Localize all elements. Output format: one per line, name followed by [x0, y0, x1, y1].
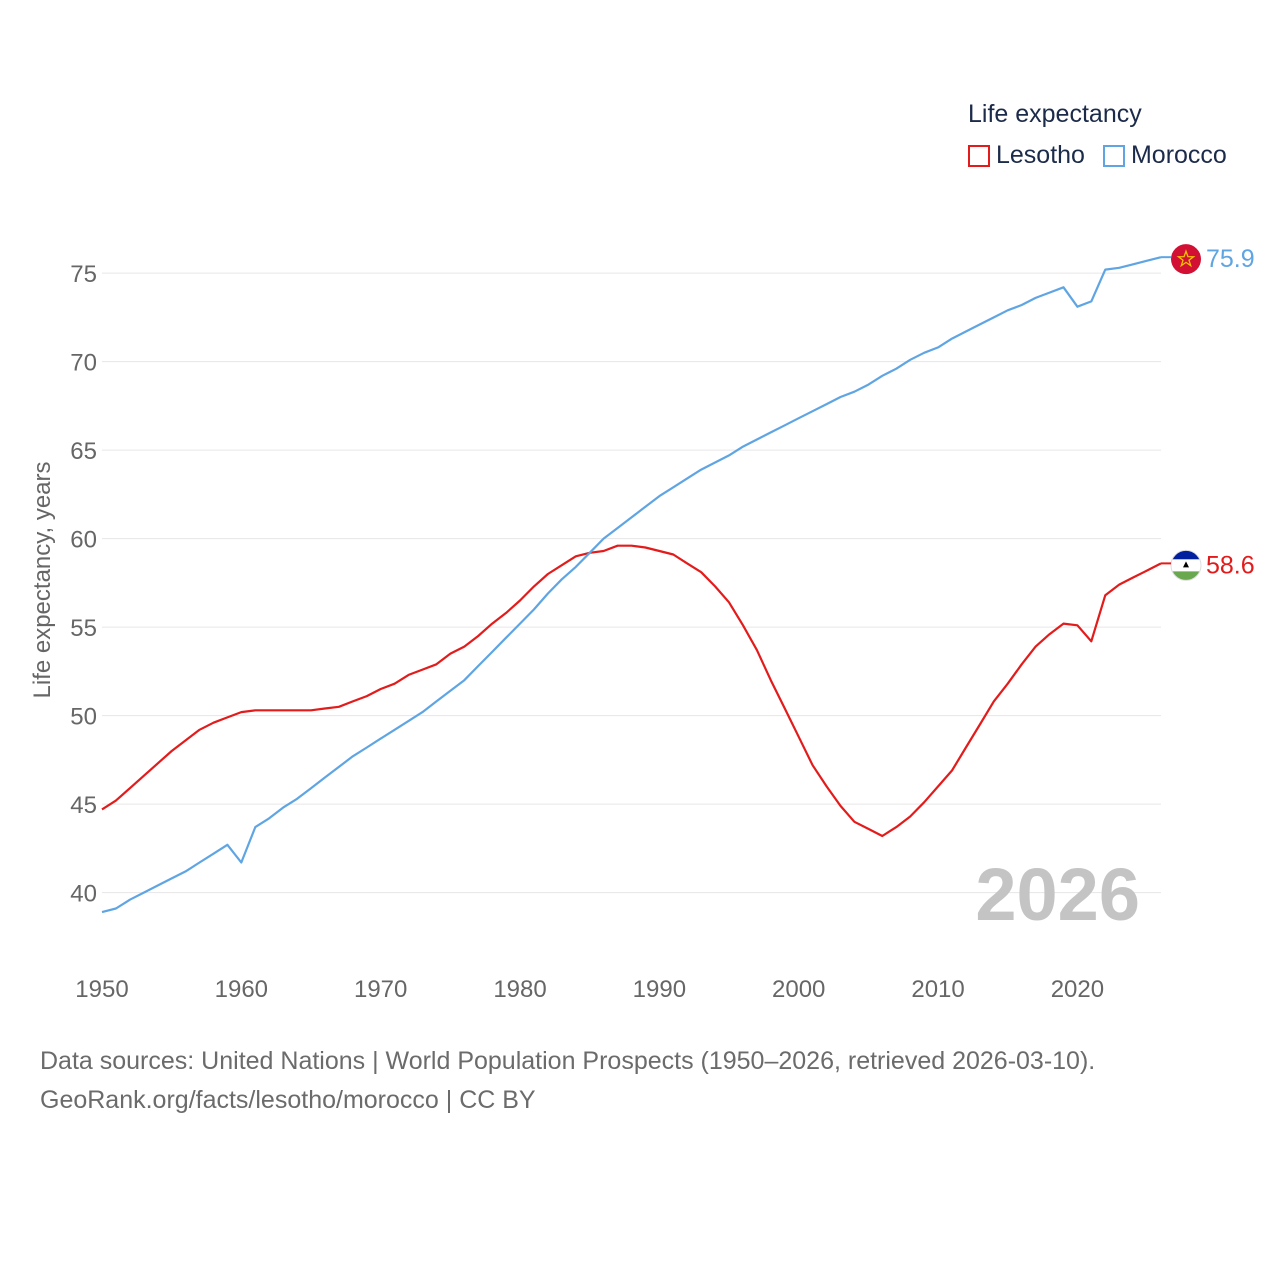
x-tick-label: 1950 [75, 976, 128, 1003]
y-tick-label: 40 [70, 881, 97, 908]
legend-item-morocco[interactable]: Morocco [1102, 141, 1227, 170]
x-tick-label: 1990 [633, 976, 686, 1003]
x-tick-label: 2020 [1051, 976, 1104, 1003]
flag-band-blue [1171, 550, 1201, 560]
x-tick-label: 1960 [215, 976, 268, 1003]
series-line-morocco [101, 256, 1162, 914]
y-tick-label: 70 [70, 350, 97, 377]
flag-star [1176, 249, 1196, 268]
end-label-lesotho: 58.6 [1206, 551, 1255, 579]
legend-swatch-morocco [1102, 144, 1125, 167]
morocco-flag-icon [1171, 244, 1201, 275]
flag-hat [1183, 561, 1189, 568]
x-axis-ticks: 1950 1960 1970 1980 1990 2000 2010 2020 [75, 976, 1104, 1003]
y-tick-label: 65 [70, 438, 97, 465]
flag-markers [1161, 244, 1202, 581]
flag-body [1171, 550, 1201, 581]
x-tick-label: 1980 [493, 976, 546, 1003]
y-tick-label: 55 [70, 615, 97, 642]
footer: Data sources: United Nations | World Pop… [40, 1042, 1095, 1120]
y-axis-label: Life expectancy, years [29, 461, 56, 698]
end-label-morocco: 75.9 [1206, 245, 1255, 273]
legend-label-morocco: Morocco [1130, 141, 1227, 169]
legend-label-lesotho: Lesotho [996, 141, 1085, 169]
legend-swatch-lesotho [968, 144, 990, 167]
lesotho-flag-icon [1170, 549, 1202, 581]
y-tick-label: 60 [70, 527, 97, 554]
legend: Life expectancy Lesotho Morocco [968, 100, 1245, 170]
y-tick-label: 75 [70, 261, 97, 288]
x-tick-label: 2000 [772, 976, 825, 1003]
y-tick-label: 45 [70, 792, 97, 819]
attribution-link[interactable]: GeoRank.org/facts/lesotho/morocco | CC B… [40, 1086, 536, 1114]
series-lines [101, 256, 1162, 914]
end-value-labels: 58.6 75.9 [1206, 245, 1255, 579]
grid-lines [102, 272, 1161, 894]
data-source-text: Data sources: United Nations | World Pop… [40, 1047, 1096, 1075]
flag-band-green [1171, 571, 1201, 581]
x-tick-label: 1970 [354, 976, 407, 1003]
x-tick-label: 2010 [911, 976, 964, 1003]
legend-item-lesotho[interactable]: Lesotho [968, 141, 1085, 170]
flag-field [1171, 244, 1201, 275]
flag-outline [1170, 549, 1202, 581]
y-tick-label: 50 [70, 704, 97, 731]
legend-title: Life expectancy [968, 100, 1142, 128]
y-axis-ticks: 40 45 50 55 60 65 70 75 [70, 261, 97, 908]
series-line-lesotho [101, 544, 1162, 838]
year-watermark: 2026 [975, 853, 1140, 936]
